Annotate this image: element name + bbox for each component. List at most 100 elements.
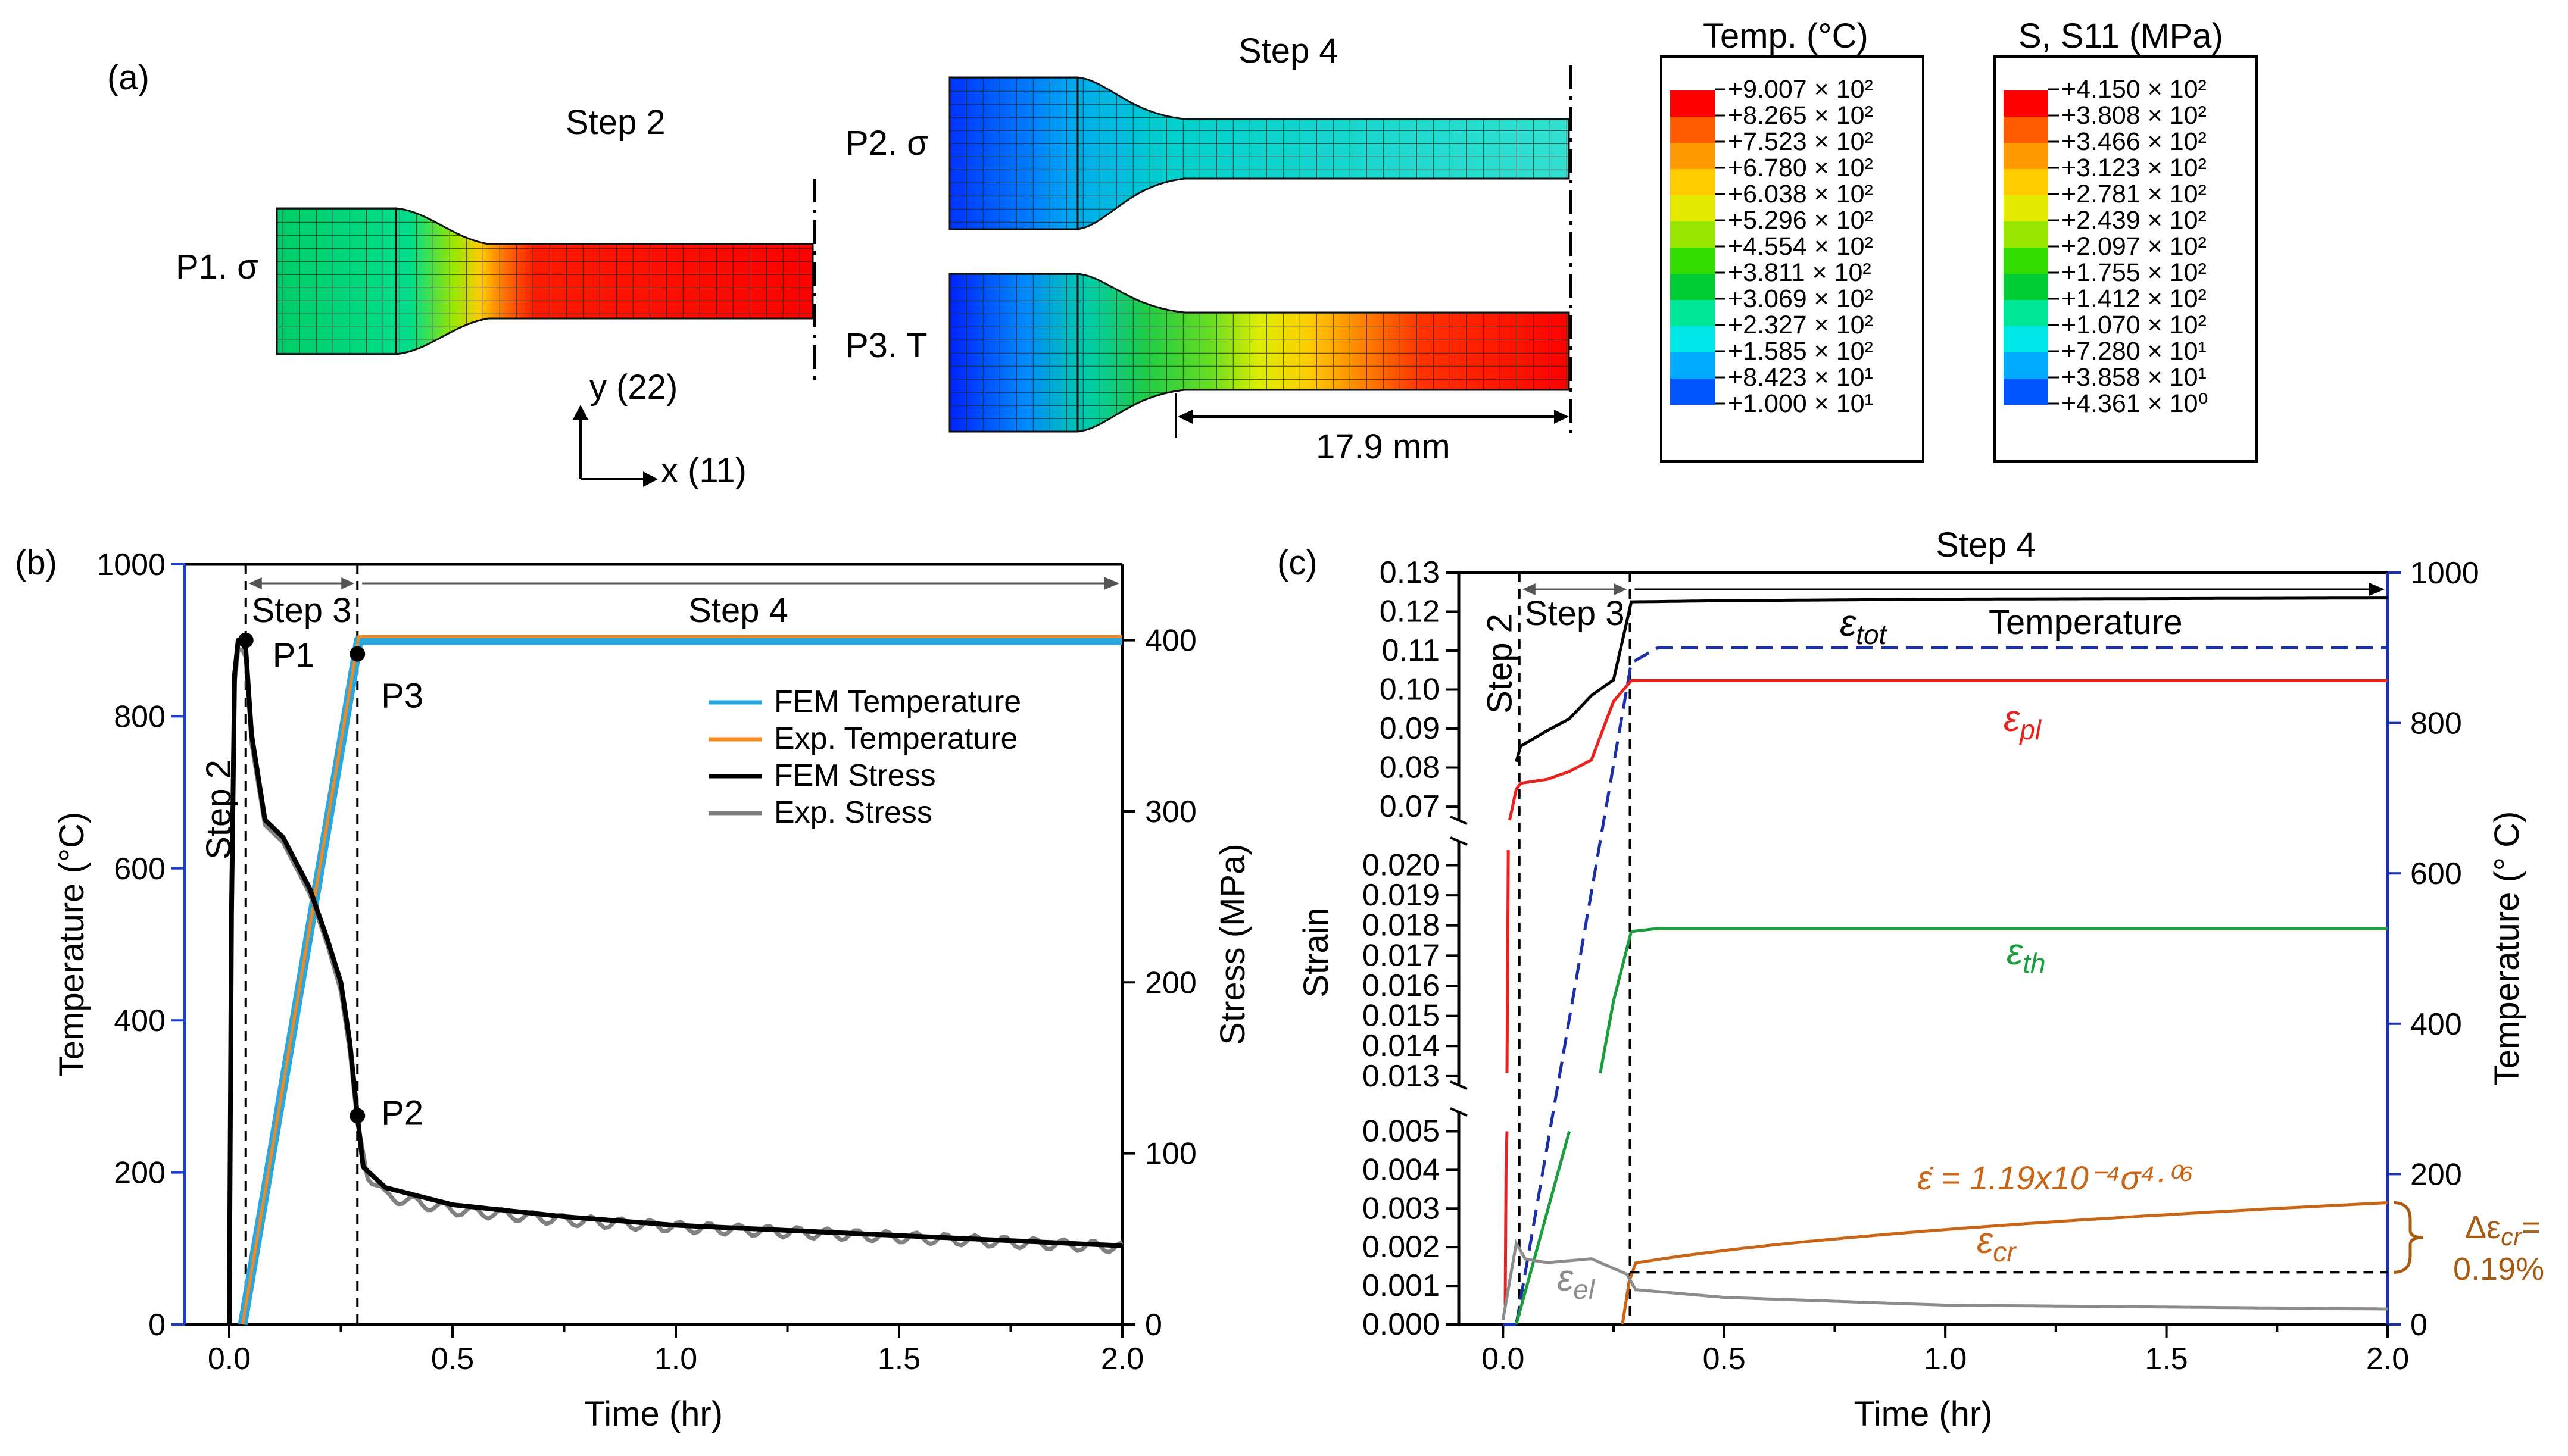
c-yl-tick-label: 0.016 <box>1362 968 1440 1003</box>
c-delta-symbol: Δε <box>2465 1210 2501 1245</box>
stress-legend-value: +1.070 × 10² <box>2061 311 2207 339</box>
b-step3-arrowhead <box>248 577 262 589</box>
temp-legend: Temp. (°C) +9.007 × 10²+8.265 × 10²+7.52… <box>1660 17 1924 463</box>
stress-legend-swatch <box>2004 248 2048 274</box>
p3-label: P3. T <box>845 326 928 365</box>
step2-title: Step 2 <box>566 103 666 142</box>
p2-label: P2. σ <box>845 124 928 163</box>
c-step4-label: Step 4 <box>1936 526 2036 564</box>
c-yl-tick-label: 0.13 <box>1380 555 1440 590</box>
b-yr-tick-label: 0 <box>1145 1308 1162 1342</box>
b-x-tick-label: 0.5 <box>431 1342 474 1376</box>
temp-legend-value: +4.554 × 10² <box>1728 232 1873 261</box>
c-yl-tick-label: 0.10 <box>1380 673 1440 707</box>
c-label-creep-law: ε̇ = 1.19x10⁻⁴σ⁴·⁰⁶ <box>1917 1159 2193 1196</box>
b-x-tick-label: 2.0 <box>1101 1342 1144 1376</box>
temp-legend-swatch <box>1670 274 1715 300</box>
c-yl-tick-label: 0.013 <box>1362 1059 1440 1093</box>
b-yl-tick-label: 800 <box>114 699 166 734</box>
specimen-p1 <box>276 207 814 355</box>
temp-legend-value: +9.007 × 10² <box>1728 75 1873 104</box>
temp-legend-title: Temp. (°C) <box>1703 17 1868 55</box>
stress-legend-swatch <box>2004 195 2048 221</box>
b-ylabel-left: Temperature (°C) <box>52 812 91 1077</box>
c-axis-break <box>1450 836 1468 846</box>
c-delta-equals: = <box>2522 1210 2541 1245</box>
stress-legend-swatch <box>2004 143 2048 169</box>
temp-legend-swatch <box>1670 195 1715 221</box>
c-yl-tick-label: 0.002 <box>1362 1230 1440 1264</box>
temp-legend-swatch <box>1670 169 1715 195</box>
c-x-tick-label: 0.5 <box>1703 1342 1746 1376</box>
b-ylabel-right: Stress (MPa) <box>1213 843 1252 1045</box>
c-ylabel-right: Temperature (° C) <box>2488 811 2526 1086</box>
stress-legend-title: S, S11 (MPa) <box>2018 17 2223 55</box>
stress-legend-value: +3.808 × 10² <box>2061 101 2207 130</box>
c-delta-label: Δεcr= <box>2465 1210 2541 1251</box>
c-yl-tick-label: 0.005 <box>1362 1114 1440 1148</box>
b-yl-tick-label: 0 <box>148 1308 166 1342</box>
c-series-eps-pl-rise <box>1503 1131 1509 1305</box>
b-legend-label: Exp. Temperature <box>774 721 1018 756</box>
b-step3-arrowhead <box>341 577 355 589</box>
specimen-p3 <box>948 273 1570 433</box>
temp-legend-swatch <box>1670 143 1715 169</box>
c-series-eps-pl <box>1508 679 2388 821</box>
c-yl-tick-label: 0.001 <box>1362 1268 1440 1303</box>
b-x-tick-label: 0.0 <box>208 1342 251 1376</box>
b-series-fem-temperature <box>238 635 1123 1326</box>
temp-legend-swatch <box>1670 300 1715 326</box>
c-yl-tick-label: 0.004 <box>1362 1152 1440 1187</box>
temp-legend-value: +8.423 × 10¹ <box>1728 363 1873 392</box>
c-yl-tick-label: 0.08 <box>1380 751 1440 785</box>
c-series-eps-th-rise <box>1515 1130 1571 1325</box>
c-yl-tick-label: 0.019 <box>1362 878 1440 913</box>
panel-c-label: (c) <box>1277 543 1318 582</box>
c-yl-tick-label: 0.07 <box>1380 789 1440 824</box>
temp-legend-swatch <box>1670 326 1715 352</box>
c-label-eps-th-symbol: ε <box>2007 932 2023 973</box>
temp-legend-swatch <box>1670 248 1715 274</box>
c-step3-arrowhead <box>1522 583 1536 595</box>
c-label-eps-el: εel <box>1557 1258 1596 1305</box>
stress-legend-value: +3.123 × 10² <box>2061 154 2207 182</box>
axis-x11-label: x (11) <box>661 451 747 490</box>
coordinate-axes: y (22) x (11) <box>573 368 747 490</box>
b-legend-label: FEM Temperature <box>774 685 1021 719</box>
c-delta-brace <box>2393 1201 2424 1274</box>
stress-legend-value: +1.412 × 10² <box>2061 285 2207 313</box>
step4-title: Step 4 <box>1238 32 1338 70</box>
c-series-eps-tot <box>1515 596 2388 763</box>
c-label-eps-el-subscript: el <box>1573 1274 1596 1305</box>
c-label-eps-pl-subscript: pl <box>2018 714 2042 745</box>
axis-y22-label: y (22) <box>589 368 678 407</box>
b-yr-tick-label: 100 <box>1145 1137 1197 1171</box>
b-series-fem-stress <box>227 638 1123 1325</box>
b-point-label: P1 <box>273 636 315 675</box>
c-yr-tick-label: 0 <box>2410 1308 2427 1342</box>
temp-legend-value: +8.265 × 10² <box>1728 101 1873 130</box>
c-yl-tick-label: 0.015 <box>1362 999 1440 1033</box>
stress-legend: S, S11 (MPa) +4.150 × 10²+3.808 × 10² +3.… <box>1993 17 2258 463</box>
stress-legend-value: +2.781 × 10² <box>2061 180 2207 208</box>
b-step4-label: Step 4 <box>688 591 788 630</box>
specimen-p2 <box>948 76 1570 230</box>
chart-c: 0.0 0.5 1.0 1.5 2.0 0.000 0.001 0.002 0.003 0.004… <box>1297 526 2544 1433</box>
c-step4-arrowhead <box>2369 583 2385 596</box>
c-x-tick-label: 1.0 <box>1924 1342 1967 1376</box>
b-point-label: P2 <box>381 1093 423 1132</box>
stress-legend-swatch <box>2004 352 2048 379</box>
c-x-tick-label: 2.0 <box>2366 1342 2409 1376</box>
c-label-eps-pl-symbol: ε <box>2004 698 2020 739</box>
stress-legend-swatch <box>2004 326 2048 352</box>
stress-legend-value: +3.858 × 10¹ <box>2061 363 2207 392</box>
b-point-label: P3 <box>381 677 423 715</box>
c-series-temperature <box>1515 646 2388 1325</box>
c-series-eps-el <box>1501 1239 2388 1320</box>
stress-legend-value: +4.150 × 10² <box>2061 75 2207 104</box>
b-yl-tick-label: 200 <box>114 1156 166 1191</box>
c-label-temperature: Temperature <box>1989 603 2183 642</box>
c-label-eps-tot-symbol: ε <box>1840 603 1856 644</box>
c-label-eps-tot: εtot <box>1840 603 1888 650</box>
